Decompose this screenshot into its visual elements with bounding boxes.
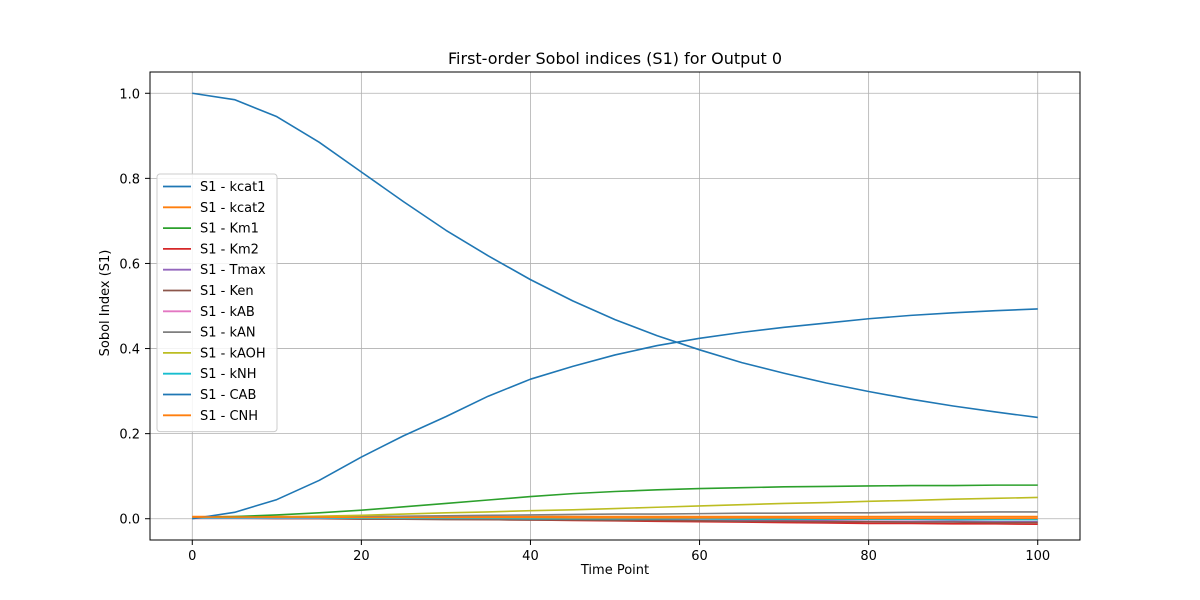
legend-label: S1 - Km1 — [200, 222, 259, 237]
y-tick-label: 0.4 — [119, 343, 140, 358]
x-tick-label: 100 — [1025, 549, 1050, 564]
legend-label: S1 - CNH — [200, 409, 258, 424]
legend-label: S1 - CAB — [200, 388, 256, 403]
y-axis-label: Sobol Index (S1) — [98, 250, 113, 357]
chart-title: First-order Sobol indices (S1) for Outpu… — [448, 49, 782, 68]
y-tick-label: 0.0 — [119, 513, 140, 528]
series-line-s1-kaoh — [192, 496, 1038, 519]
x-tick-label: 40 — [522, 549, 539, 564]
legend-label: S1 - kcat2 — [200, 201, 266, 216]
legend-label: S1 - kcat1 — [200, 180, 266, 195]
legend-label: S1 - kAOH — [200, 346, 266, 361]
x-tick-label: 20 — [353, 549, 370, 564]
x-tick-label: 60 — [691, 549, 708, 564]
axis-ticks: 0 20 40 60 80 100 0.0 0.2 0.4 0.6 0.8 1.0 — [119, 87, 1050, 564]
series-line-s1-kcat1 — [192, 92, 1038, 419]
legend-box — [156, 173, 278, 433]
legend-label: S1 - Km2 — [200, 242, 259, 257]
legend-label: S1 - kAN — [200, 326, 256, 341]
y-tick-label: 1.0 — [119, 87, 140, 102]
legend-label: S1 - Ken — [200, 284, 254, 299]
x-tick-label: 0 — [188, 549, 196, 564]
series-line-s1-cnh — [192, 516, 1038, 520]
y-tick-label: 0.8 — [119, 172, 140, 187]
legend-label: S1 - Tmax — [200, 263, 266, 278]
series-line-s1-cab — [192, 308, 1038, 520]
x-tick-label: 80 — [860, 549, 877, 564]
legend-label: S1 - kNH — [200, 367, 257, 382]
legend-label: S1 - kAB — [200, 305, 255, 320]
series-line-s1-km1 — [192, 484, 1038, 519]
y-tick-label: 0.2 — [119, 428, 140, 443]
y-tick-label: 0.6 — [119, 257, 140, 272]
x-axis-label: Time Point — [580, 563, 649, 578]
legend: S1 - kcat1 S1 - kcat2 S1 - Km1 S1 - Km2 S1 -… — [156, 173, 278, 433]
series-line-s1-knh — [192, 517, 1038, 521]
plot-area-frame — [149, 71, 1081, 541]
series-lines — [192, 92, 1038, 526]
